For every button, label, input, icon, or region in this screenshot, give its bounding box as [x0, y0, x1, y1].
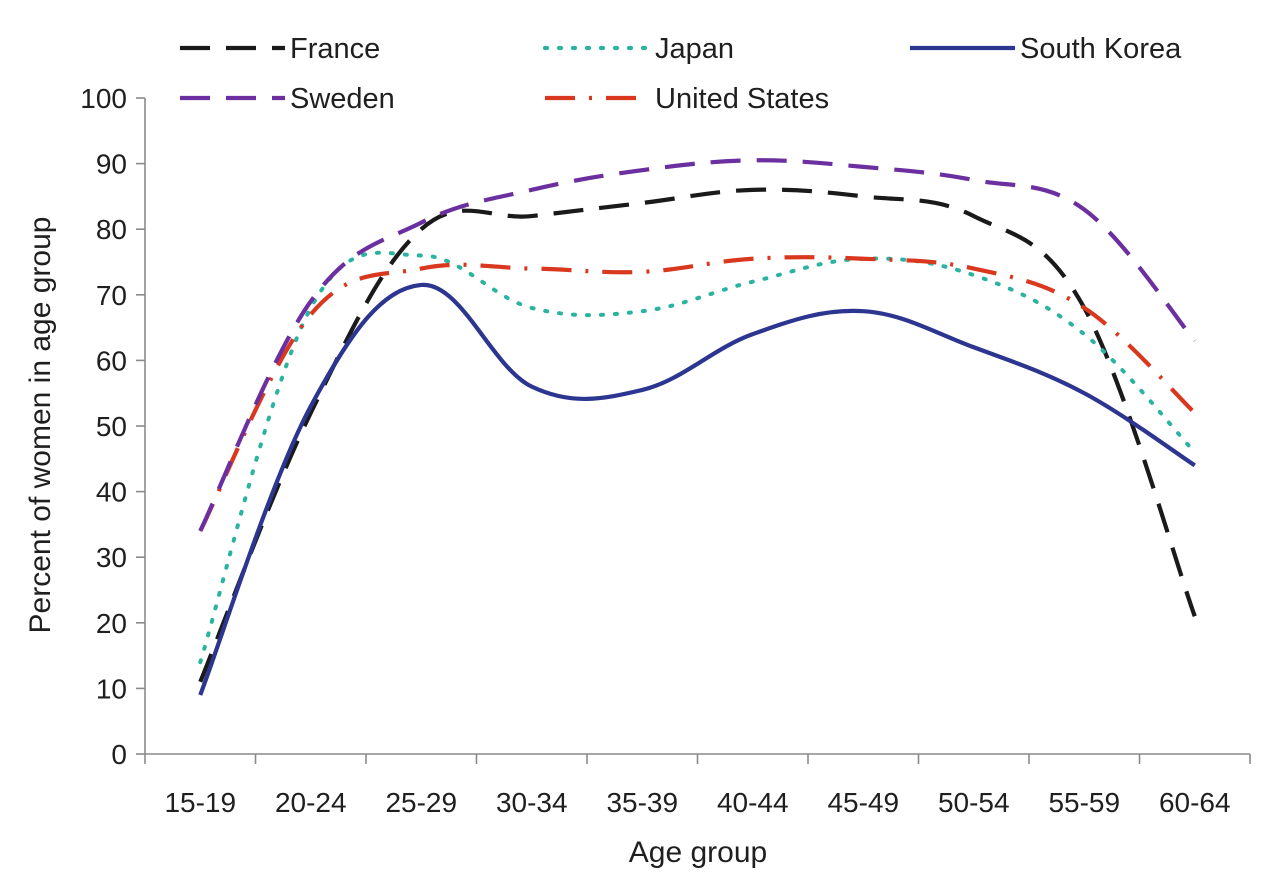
y-tick-label: 80 [96, 214, 127, 245]
series-line-france [198, 187, 1197, 683]
x-tick-label: 20-24 [275, 787, 347, 818]
legend-item-japan: Japan [542, 33, 734, 65]
series-line-japan [198, 250, 1197, 665]
legend-label: Japan [655, 33, 734, 65]
x-tick-label: 35-39 [606, 787, 678, 818]
legend-item-sweden: Sweden [180, 83, 395, 115]
y-tick-label: 70 [96, 280, 127, 311]
x-tick-label: 40-44 [717, 787, 789, 818]
legend-item-united-states: United States [545, 83, 829, 115]
x-tick-label: 45-49 [827, 787, 899, 818]
y-tick-label: 100 [80, 83, 127, 114]
y-axis-title: Percent of women in age group [24, 217, 57, 634]
legend: France Japan South Korea Sweden United State… [180, 33, 1182, 115]
y-tick-label: 30 [96, 542, 127, 573]
series-line-sweden [198, 158, 1197, 532]
x-tick-label: 50-54 [938, 787, 1010, 818]
legend-label: United States [655, 83, 829, 115]
x-axis: 15-19 20-24 25-29 30-34 35-39 40-44 45-49 50-54… [144, 753, 1251, 818]
y-tick-label: 50 [96, 411, 127, 442]
y-tick-label: 40 [96, 477, 127, 508]
x-tick-label: 30-34 [496, 787, 568, 818]
legend-item-france: France [180, 33, 380, 65]
legend-label: Sweden [290, 83, 395, 115]
series-layer [198, 158, 1197, 696]
y-tick-label: 90 [96, 149, 127, 180]
y-tick-label: 60 [96, 345, 127, 376]
y-axis: 0 10 20 30 40 50 60 70 80 90 100 [80, 83, 146, 770]
legend-label: France [290, 33, 380, 65]
x-tick-label: 15-19 [164, 787, 236, 818]
series-line-united-states [198, 255, 1197, 532]
legend-label: South Korea [1020, 33, 1182, 65]
legend-item-south-korea: South Korea [910, 33, 1182, 65]
x-axis-title: Age group [629, 836, 767, 869]
y-tick-label: 10 [96, 673, 127, 704]
y-tick-label: 20 [96, 608, 127, 639]
x-tick-label: 55-59 [1048, 787, 1120, 818]
x-tick-label: 25-29 [385, 787, 457, 818]
series-line-south-korea [198, 282, 1196, 696]
y-tick-label: 0 [111, 739, 127, 770]
x-tick-label: 60-64 [1159, 787, 1231, 818]
